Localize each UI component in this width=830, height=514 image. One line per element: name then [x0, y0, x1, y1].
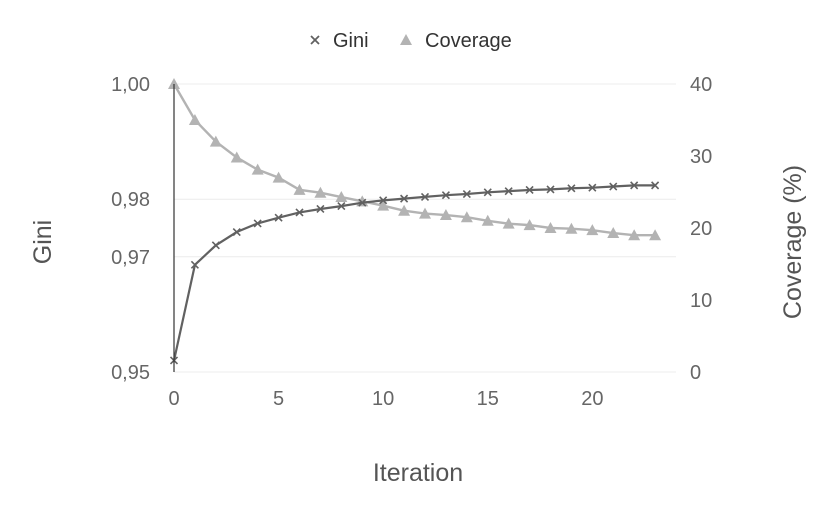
y2-axis-title: Coverage (%) — [779, 165, 807, 319]
y-tick-label: 0,95 — [111, 362, 150, 384]
y-tick-label: 1,00 — [111, 74, 150, 96]
y2-tick-label: 10 — [690, 290, 712, 312]
legend-marker-coverage — [400, 34, 412, 45]
data-point-coverage — [565, 222, 578, 234]
data-point-coverage — [251, 163, 264, 175]
data-point-gini — [609, 182, 618, 191]
series-coverage — [168, 78, 662, 241]
x-tick-label: 15 — [477, 388, 499, 410]
series-layer — [168, 78, 662, 365]
data-point-coverage — [523, 219, 536, 231]
data-point-coverage — [607, 227, 620, 239]
y2-axis-ticks: 0 10 20 30 40 — [690, 74, 712, 384]
data-point-gini — [253, 219, 262, 228]
data-point-gini — [400, 194, 409, 203]
data-point-gini — [651, 181, 660, 190]
x-axis-title: Iteration — [373, 459, 463, 487]
data-point-coverage — [481, 214, 494, 226]
legend-marker-gini — [310, 35, 320, 45]
y2-tick-label: 40 — [690, 74, 712, 96]
data-point-coverage — [628, 229, 641, 241]
data-point-coverage — [502, 217, 515, 229]
data-point-gini — [483, 188, 492, 197]
y2-tick-label: 30 — [690, 146, 712, 168]
data-point-coverage — [293, 183, 306, 195]
data-point-gini — [337, 202, 346, 211]
y-axis-title: Gini — [29, 220, 57, 264]
x-axis-ticks: 0 5 10 15 20 — [168, 388, 603, 410]
data-point-gini — [316, 204, 325, 214]
data-point-gini — [190, 260, 199, 269]
data-point-coverage — [649, 229, 662, 241]
data-point-coverage — [209, 135, 222, 147]
data-point-coverage — [377, 199, 390, 211]
legend-item-gini[interactable]: Gini — [310, 30, 369, 52]
y-axis-ticks: 0,95 0,97 0,98 1,00 — [111, 74, 150, 384]
data-point-coverage — [439, 209, 452, 221]
data-point-gini — [358, 198, 367, 207]
data-point-coverage — [586, 224, 599, 236]
series-gini — [169, 181, 660, 365]
legend-item-coverage[interactable]: Coverage — [400, 30, 512, 52]
data-point-gini — [441, 191, 450, 200]
x-tick-label: 20 — [581, 388, 603, 410]
data-point-gini — [546, 185, 555, 194]
x-tick-label: 0 — [168, 388, 179, 410]
data-point-gini — [274, 213, 283, 222]
data-point-gini — [630, 181, 639, 190]
data-point-gini — [504, 187, 513, 196]
y2-tick-label: 20 — [690, 218, 712, 240]
data-point-coverage — [544, 222, 557, 233]
x-tick-label: 10 — [372, 388, 394, 410]
data-point-coverage — [272, 171, 285, 183]
gridlines — [174, 83, 676, 373]
data-point-gini — [525, 185, 534, 195]
y-tick-label: 0,97 — [111, 247, 150, 269]
legend: Gini Coverage — [310, 30, 512, 52]
series-line-gini — [172, 184, 656, 361]
data-point-gini — [567, 184, 576, 193]
series-line-coverage — [172, 83, 656, 237]
data-point-coverage — [460, 211, 473, 223]
data-point-gini — [295, 208, 304, 217]
y-tick-label: 0,98 — [111, 189, 150, 211]
y2-tick-label: 0 — [690, 362, 701, 384]
data-point-coverage — [314, 186, 327, 198]
data-point-coverage — [168, 78, 180, 89]
data-point-coverage — [335, 191, 348, 203]
data-point-gini — [420, 192, 430, 201]
data-point-gini — [211, 241, 220, 250]
data-point-coverage — [419, 207, 431, 219]
data-point-coverage — [398, 204, 411, 216]
data-point-gini — [379, 196, 388, 205]
x-tick-label: 5 — [273, 388, 284, 410]
legend-label-coverage: Coverage — [425, 30, 512, 52]
data-point-gini — [232, 227, 241, 237]
legend-label-gini: Gini — [333, 30, 369, 52]
data-point-gini — [462, 189, 471, 199]
data-point-coverage — [188, 114, 201, 125]
data-point-gini — [588, 183, 597, 192]
data-point-coverage — [230, 151, 243, 163]
